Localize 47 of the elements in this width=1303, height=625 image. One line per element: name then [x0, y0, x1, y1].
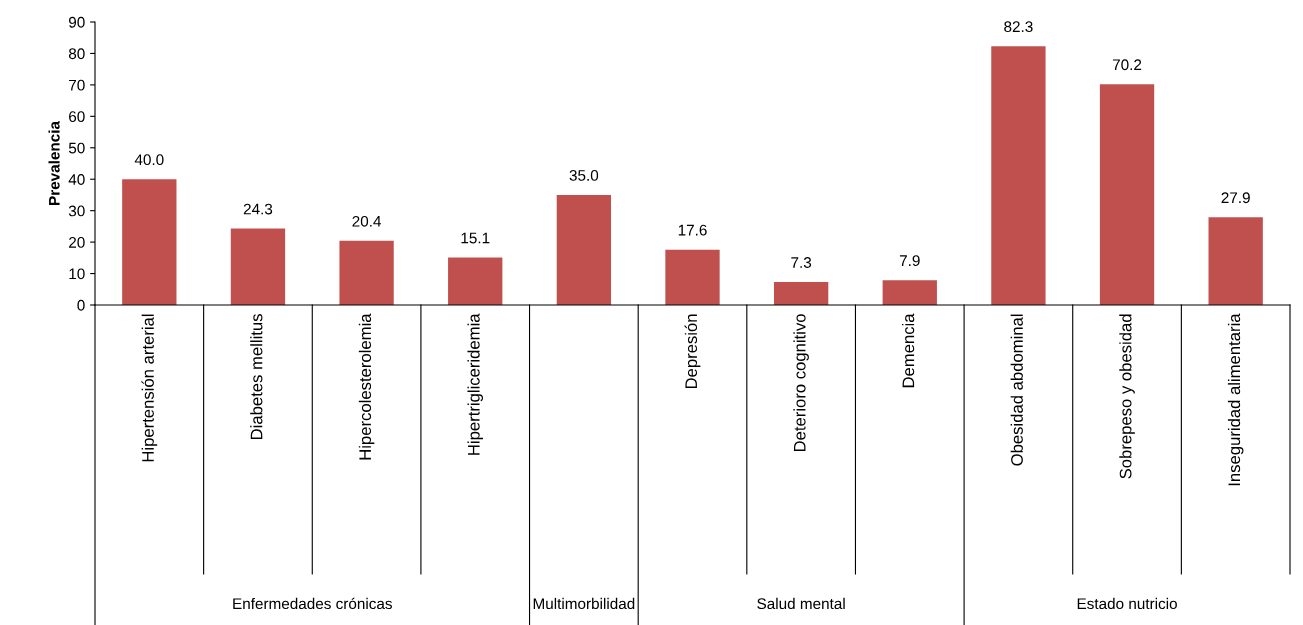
y-tick-label: 60: [69, 111, 85, 123]
bar: [448, 257, 503, 305]
data-label: 24.3: [243, 203, 273, 215]
x-tick-label: Hipertensión arterial: [141, 314, 158, 462]
text: Estado nutricio: [1077, 597, 1177, 610]
x-tick-label: Obesidad abdominal: [1010, 314, 1023, 466]
x-tick-label: Demencia: [902, 313, 915, 388]
data-label: 7.3: [791, 257, 812, 268]
bar: [1099, 84, 1155, 305]
y-tick-label: 30: [68, 205, 85, 217]
y-tick-label: 40: [68, 174, 85, 185]
bar: [773, 282, 829, 305]
data-label: 7.9: [899, 255, 920, 267]
text: Salud mental: [757, 597, 845, 610]
x-tick-label: Hipercolesterolemia: [358, 313, 375, 460]
x-tick-label: Hipertrigliceridemia: [467, 313, 483, 455]
y-tick-label: 80: [68, 48, 85, 60]
data-label: 40.0: [134, 154, 164, 166]
y-tick-label: 50: [68, 142, 85, 154]
y-tick-label: 0: [77, 299, 85, 311]
bar: [556, 194, 612, 305]
data-label: 70.2: [1112, 59, 1142, 71]
x-tick-label: Deterioro cognitivo: [793, 314, 809, 452]
text: Multimorbilidad: [533, 597, 635, 610]
x-tick-label: Depresión: [684, 314, 701, 389]
bar: [230, 228, 286, 305]
data-label: 15.1: [461, 232, 490, 244]
data-label: 27.9: [1221, 192, 1250, 204]
bar: [665, 249, 720, 305]
y-tick-label: 20: [69, 236, 85, 248]
y-tick-label: 70: [69, 79, 85, 91]
bar: [882, 280, 937, 305]
x-tick-label: Diabetes mellitus: [250, 314, 263, 440]
text: Enfermedades crónicas: [233, 597, 392, 610]
data-label: 17.6: [678, 224, 707, 236]
y-tick-label: 90: [69, 16, 85, 28]
y-axis-title: Prevalencia: [48, 120, 60, 205]
x-tick-label: Inseguridad alimentaria: [1227, 313, 1244, 486]
bar: [1208, 217, 1263, 305]
y-tick-label: 10: [69, 268, 85, 280]
x-tick-label: Sobrepeso y obesidad: [1119, 314, 1135, 479]
bar: [339, 240, 394, 305]
data-label: 20.4: [352, 215, 382, 227]
data-label: 35.0: [569, 170, 599, 181]
bar: [991, 46, 1046, 305]
bar: [122, 179, 177, 305]
data-label: 82.3: [1004, 21, 1033, 33]
